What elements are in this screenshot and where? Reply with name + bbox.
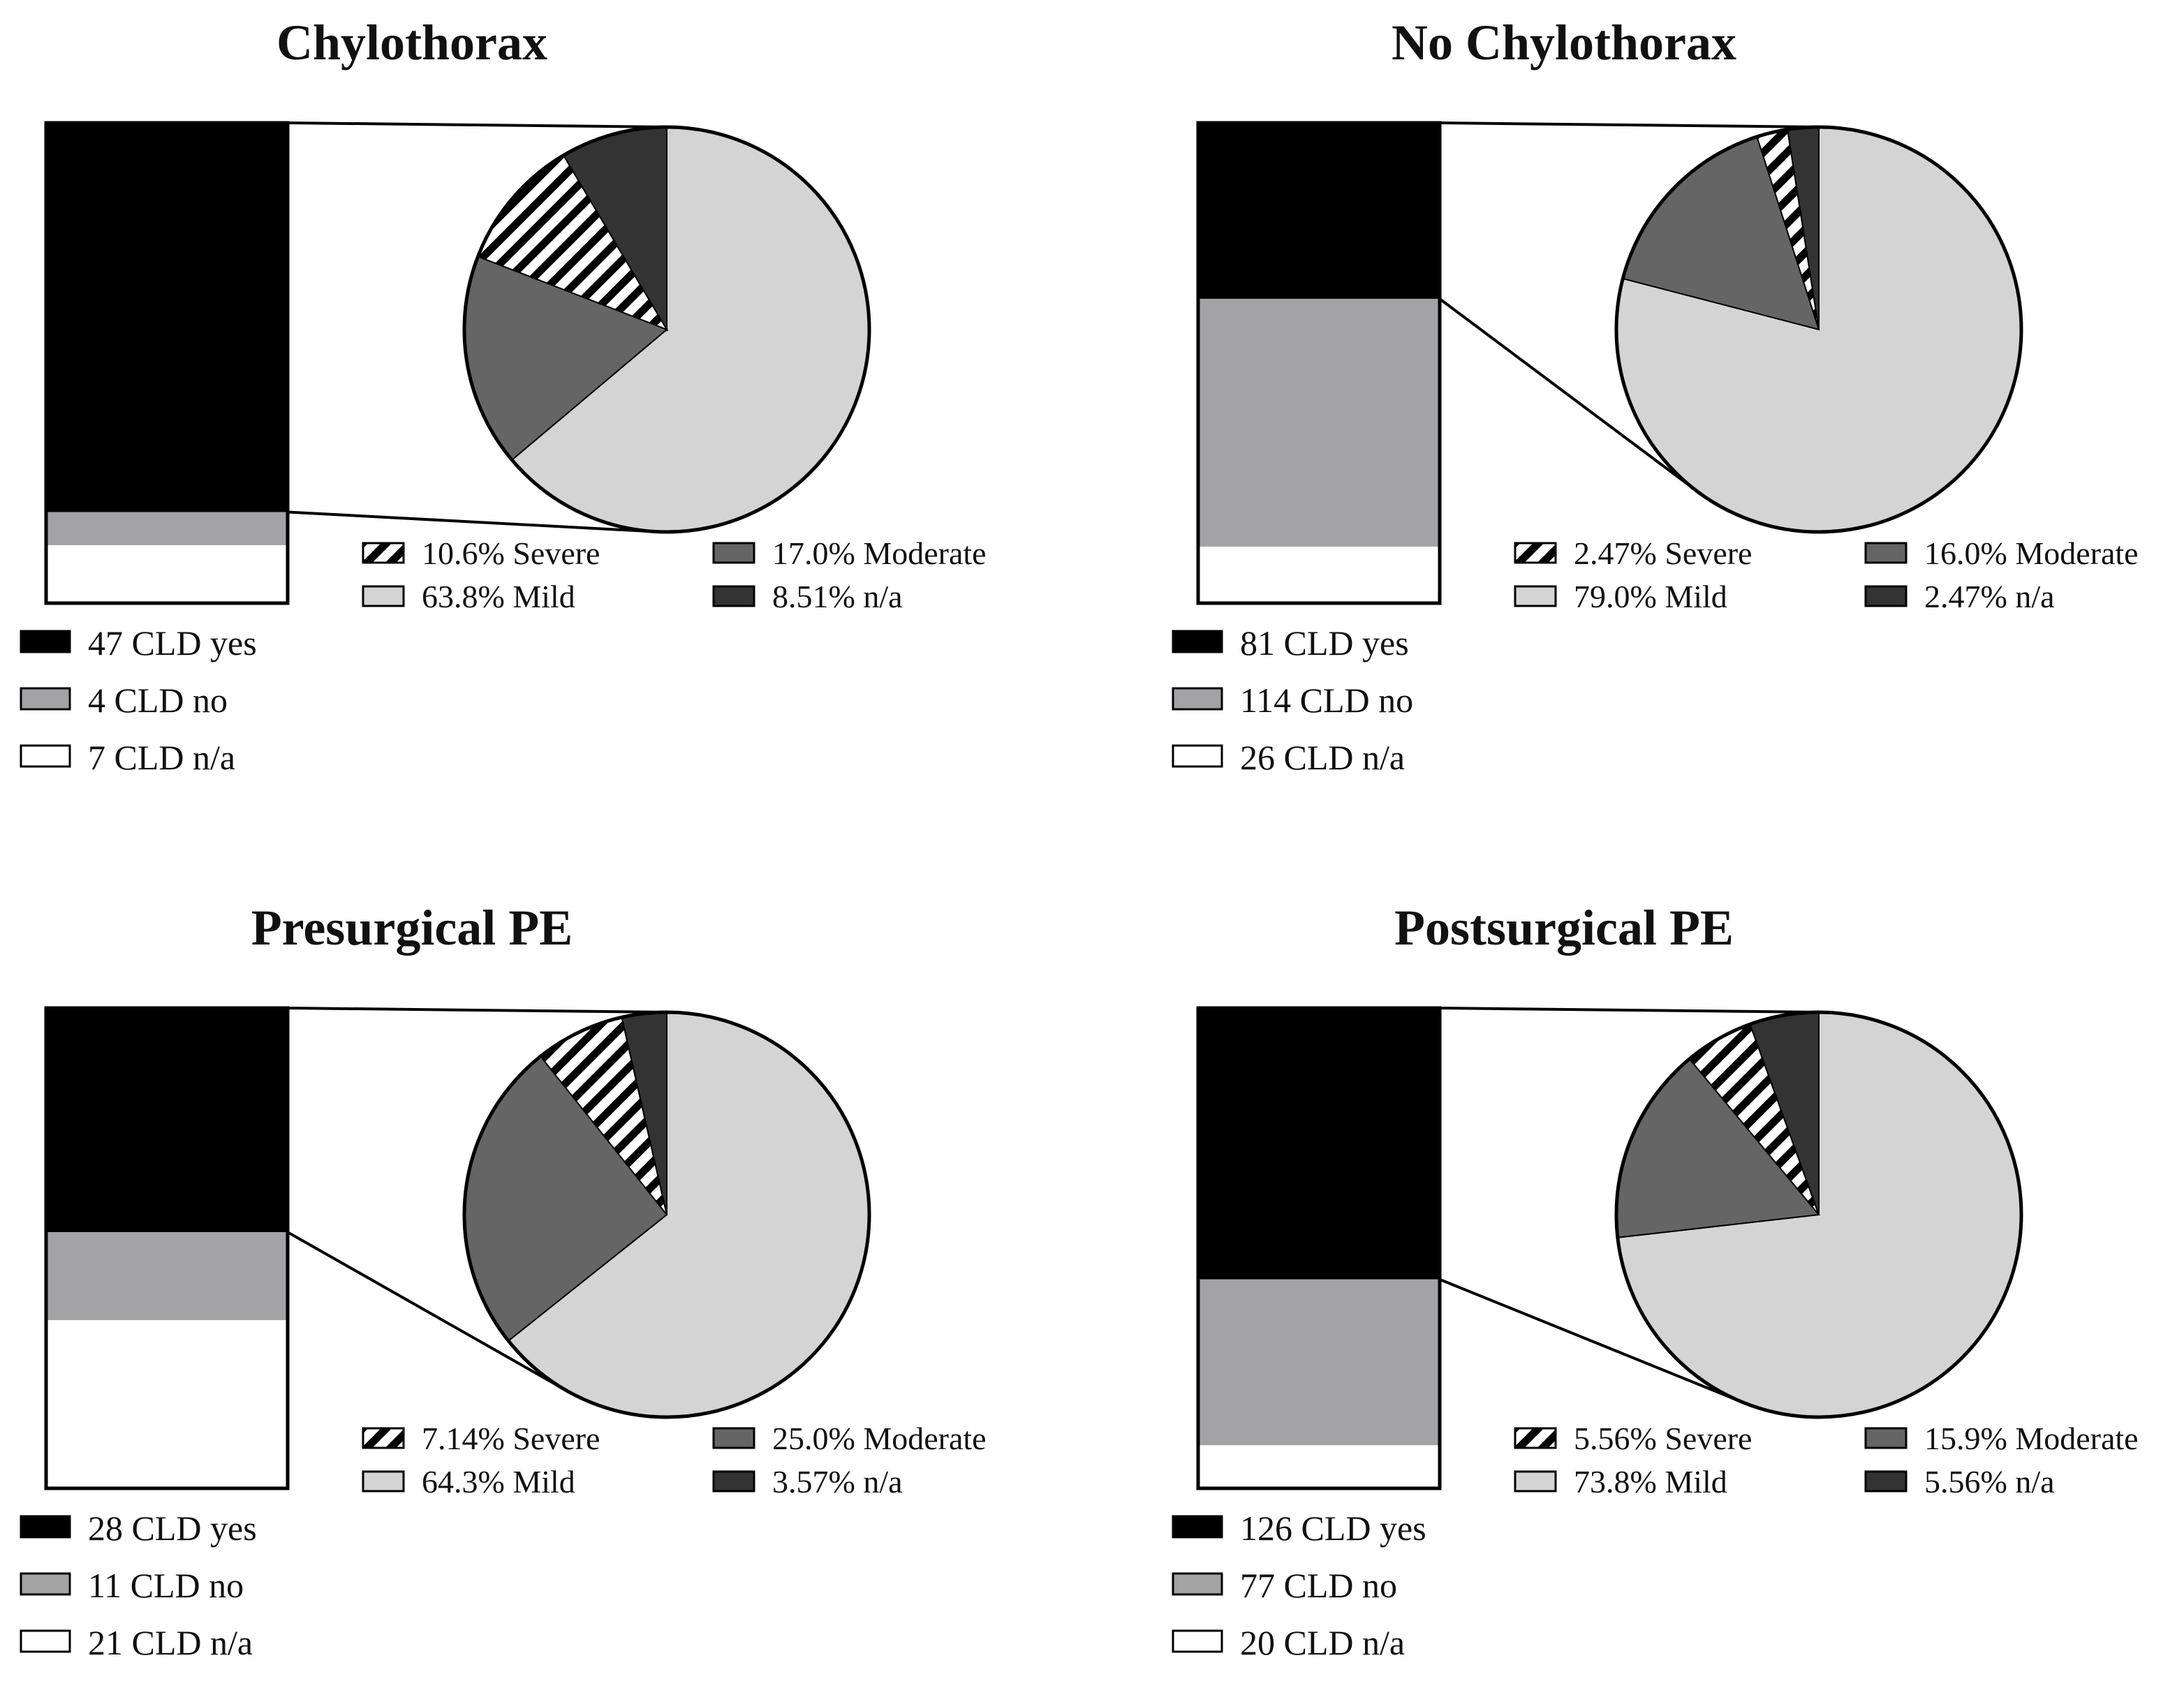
bar-legend-label-cld-na: 21 CLD n/a bbox=[88, 1623, 253, 1662]
legend-swatch-moderate bbox=[712, 1427, 755, 1449]
legend-label-na: 8.51% n/a bbox=[772, 579, 903, 614]
bar-segment-cld-yes bbox=[1198, 123, 1440, 299]
bar-legend-label-cld-na: 26 CLD n/a bbox=[1240, 738, 1405, 777]
bar-legend-swatch-cld-no bbox=[1172, 687, 1223, 711]
legend-label-moderate: 15.9% Moderate bbox=[1924, 1421, 2139, 1456]
bar-segment-cld-yes bbox=[46, 123, 288, 512]
bar-legend-swatch-cld-na bbox=[20, 744, 71, 768]
bar-legend-label-cld-no: 4 CLD no bbox=[88, 681, 228, 720]
bar-legend-label-cld-no: 77 CLD no bbox=[1240, 1566, 1397, 1605]
chart-title: Chylothorax bbox=[276, 15, 547, 71]
bar-legend-swatch-cld-yes bbox=[1172, 1515, 1223, 1539]
pie-outline bbox=[462, 125, 871, 534]
bar-outline bbox=[44, 121, 290, 605]
bar-legend-swatch-cld-yes bbox=[1172, 630, 1223, 653]
connector-line-bottom bbox=[1438, 297, 1699, 493]
panel-chylothorax: Chylothorax 63.8% Mild 17.0% Moderate 10.6%… bbox=[20, 15, 987, 777]
pie-outline bbox=[1614, 1010, 2023, 1419]
legend-swatch-na bbox=[1864, 1470, 1908, 1493]
legend-label-na: 3.57% n/a bbox=[772, 1464, 903, 1499]
bar-legend-label-cld-yes: 81 CLD yes bbox=[1240, 623, 1409, 662]
bar-segment-cld-na bbox=[1198, 547, 1440, 603]
bar-legend-swatch-cld-yes bbox=[20, 630, 71, 653]
chart-title: Presurgical PE bbox=[251, 900, 573, 956]
bar-legend-swatch-cld-na bbox=[20, 1629, 71, 1653]
connector-line-top bbox=[1439, 1007, 1822, 1014]
legend-swatch-mild bbox=[362, 585, 405, 607]
bar-legend-swatch-cld-no bbox=[20, 1572, 71, 1596]
bar-segment-cld-no bbox=[1198, 1279, 1440, 1446]
legend-swatch-severe bbox=[1514, 1427, 1557, 1449]
bar-legend-swatch-cld-no bbox=[1172, 1572, 1223, 1596]
panel-postsurgical-pe: Postsurgical PE 73.8% Mild 15.9% Moderate 5… bbox=[1172, 900, 2139, 1662]
panel-no-chylothorax: No Chylothorax 79.0% Mild 16.0% Moderate 2.… bbox=[1172, 15, 2139, 777]
legend-swatch-mild bbox=[1514, 1470, 1557, 1493]
bar-segment-cld-na bbox=[46, 1320, 288, 1488]
connector-line-top bbox=[287, 1007, 670, 1014]
bar-legend-label-cld-yes: 47 CLD yes bbox=[88, 623, 257, 662]
legend-swatch-mild bbox=[362, 1470, 405, 1493]
bar-legend-label-cld-no: 11 CLD no bbox=[88, 1566, 244, 1605]
bar-legend-swatch-cld-yes bbox=[20, 1515, 71, 1539]
bar-outline bbox=[1196, 121, 1442, 605]
bar-legend-label-cld-na: 7 CLD n/a bbox=[88, 738, 235, 777]
bar-legend-label-cld-yes: 126 CLD yes bbox=[1240, 1509, 1426, 1548]
legend-label-severe: 7.14% Severe bbox=[422, 1421, 600, 1456]
chart-title: No Chylothorax bbox=[1392, 15, 1736, 71]
connector-line-bottom bbox=[1439, 1278, 1743, 1404]
legend-label-moderate: 16.0% Moderate bbox=[1924, 535, 2139, 571]
legend-swatch-na bbox=[1864, 585, 1908, 607]
pie-outline bbox=[462, 1010, 871, 1419]
bar-legend-label-cld-no: 114 CLD no bbox=[1240, 681, 1413, 720]
bar-legend-label-cld-yes: 28 CLD yes bbox=[88, 1509, 257, 1548]
legend-label-mild: 73.8% Mild bbox=[1574, 1464, 1727, 1499]
bar-legend-swatch-cld-no bbox=[20, 687, 71, 711]
connector-line-top bbox=[1439, 121, 1822, 129]
legend-label-mild: 64.3% Mild bbox=[422, 1464, 575, 1499]
legend-swatch-severe bbox=[362, 1427, 405, 1449]
bar-segment-cld-yes bbox=[1198, 1008, 1440, 1280]
connector-line-bottom bbox=[287, 510, 656, 533]
legend-label-moderate: 17.0% Moderate bbox=[772, 535, 987, 571]
legend-swatch-na bbox=[712, 1470, 755, 1493]
bar-segment-cld-no bbox=[46, 1232, 288, 1321]
legend-label-moderate: 25.0% Moderate bbox=[772, 1421, 987, 1456]
legend-swatch-severe bbox=[1514, 542, 1557, 564]
bar-segment-cld-no bbox=[1198, 299, 1440, 547]
pie-outline bbox=[1614, 125, 2023, 534]
panel-presurgical-pe: Presurgical PE 64.3% Mild 25.0% Moderate 7.… bbox=[20, 900, 987, 1662]
connector-line-bottom bbox=[287, 1231, 568, 1392]
bar-segment-cld-no bbox=[46, 512, 288, 545]
bar-outline bbox=[1196, 1006, 1442, 1490]
legend-label-severe: 2.47% Severe bbox=[1574, 535, 1752, 571]
legend-label-mild: 63.8% Mild bbox=[422, 579, 575, 614]
bar-legend-label-cld-na: 20 CLD n/a bbox=[1240, 1623, 1405, 1662]
legend-label-severe: 10.6% Severe bbox=[422, 535, 600, 571]
bar-segment-cld-na bbox=[1198, 1445, 1440, 1488]
bar-segment-cld-na bbox=[46, 545, 288, 603]
bar-segment-cld-yes bbox=[46, 1008, 288, 1233]
legend-swatch-moderate bbox=[712, 542, 755, 564]
legend-label-mild: 79.0% Mild bbox=[1574, 579, 1727, 614]
legend-label-severe: 5.56% Severe bbox=[1574, 1421, 1752, 1456]
chart-title: Postsurgical PE bbox=[1394, 900, 1734, 956]
legend-swatch-mild bbox=[1514, 585, 1557, 607]
bar-legend-swatch-cld-na bbox=[1172, 1629, 1223, 1653]
bar-outline bbox=[44, 1006, 290, 1490]
legend-swatch-severe bbox=[362, 542, 405, 564]
legend-swatch-moderate bbox=[1864, 1427, 1908, 1449]
connector-line-top bbox=[287, 121, 670, 129]
legend-label-na: 2.47% n/a bbox=[1924, 579, 2055, 614]
bar-legend-swatch-cld-na bbox=[1172, 744, 1223, 768]
legend-label-na: 5.56% n/a bbox=[1924, 1464, 2055, 1499]
legend-swatch-na bbox=[712, 585, 755, 607]
legend-swatch-moderate bbox=[1864, 542, 1908, 564]
